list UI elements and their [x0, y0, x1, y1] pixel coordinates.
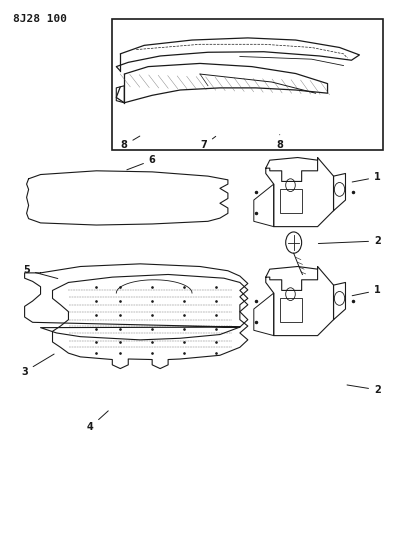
- Text: 8J28 100: 8J28 100: [13, 14, 67, 24]
- Text: 1: 1: [352, 172, 381, 182]
- Bar: [280, 189, 302, 213]
- Text: 2: 2: [318, 236, 381, 246]
- Text: 6: 6: [127, 155, 156, 170]
- Text: 8: 8: [276, 135, 283, 150]
- Text: 8: 8: [121, 136, 140, 150]
- Text: 5: 5: [23, 265, 58, 279]
- Text: 7: 7: [201, 136, 216, 150]
- Bar: [112, 19, 383, 150]
- Text: 4: 4: [87, 411, 108, 432]
- Text: 3: 3: [21, 354, 54, 377]
- Text: 2: 2: [347, 385, 381, 395]
- Bar: [280, 298, 302, 322]
- Text: 1: 1: [352, 286, 381, 296]
